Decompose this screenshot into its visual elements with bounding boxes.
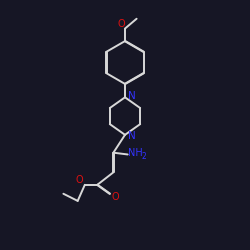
Text: O: O [117, 18, 125, 28]
Text: NH: NH [128, 148, 142, 158]
Text: N: N [128, 92, 136, 102]
Text: O: O [76, 175, 83, 185]
Text: O: O [111, 192, 119, 202]
Text: 2: 2 [141, 152, 146, 161]
Text: N: N [128, 131, 136, 141]
